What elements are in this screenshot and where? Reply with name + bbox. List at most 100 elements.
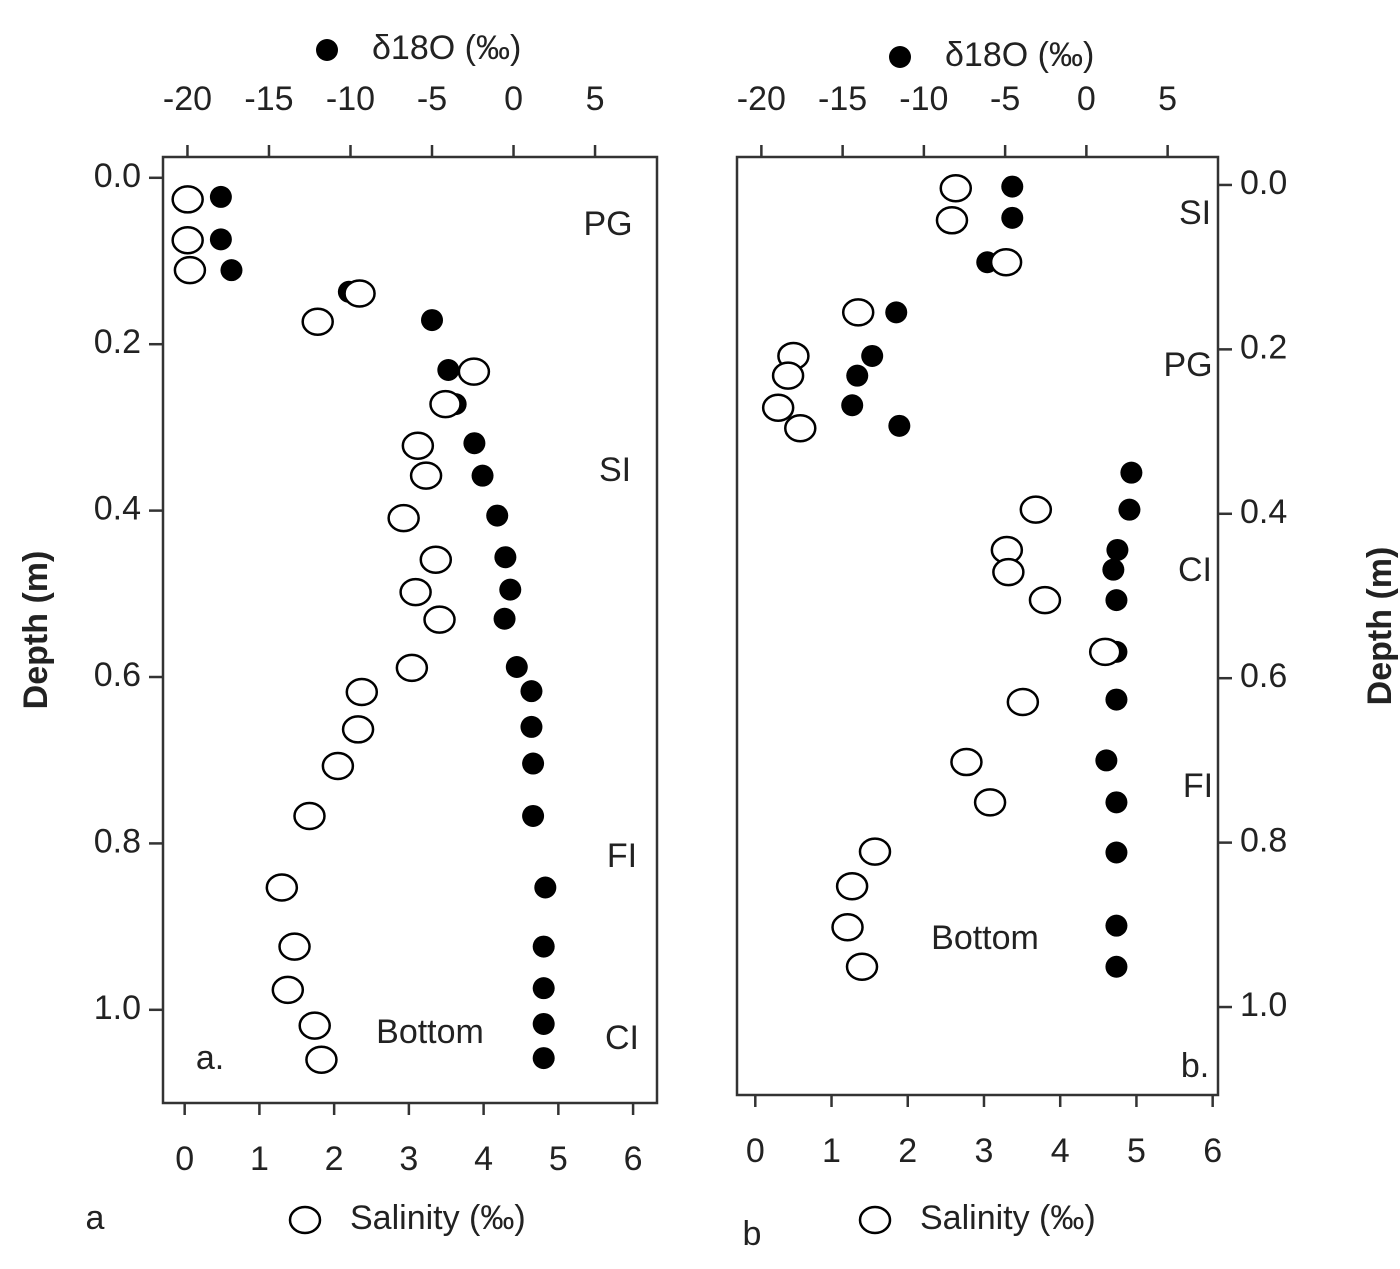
point: [265, 873, 299, 902]
annotation: FI: [1183, 767, 1213, 805]
y-tick-label: 0.4: [94, 490, 141, 528]
point: [989, 247, 1023, 277]
legend-marker: [288, 1205, 322, 1235]
x-tick-label: 2: [898, 1132, 917, 1170]
x-tick-label: 4: [474, 1140, 493, 1178]
point: [935, 206, 969, 235]
annotation: Bottom: [376, 1013, 484, 1051]
x2-tick-label: -10: [899, 80, 948, 118]
legend-marker: [889, 46, 911, 68]
point: [209, 185, 232, 208]
point: [1095, 749, 1118, 772]
point: [532, 977, 555, 1000]
x-tick-label: 2: [325, 1140, 344, 1178]
x2-tick-label: 5: [586, 80, 605, 118]
point: [841, 394, 864, 417]
point: [301, 307, 334, 336]
legend-label: Salinity (‰): [920, 1199, 1096, 1237]
point: [499, 578, 522, 601]
point: [437, 358, 460, 381]
point: [423, 605, 456, 634]
annotation: PG: [1163, 346, 1212, 384]
x2-tick-label: -20: [737, 80, 786, 118]
point: [1120, 461, 1143, 484]
x2-tick-label: -5: [417, 80, 447, 118]
x2-tick-label: 0: [1077, 80, 1096, 118]
panel-letter: a: [86, 1199, 105, 1237]
x2-tick-label: -15: [818, 80, 867, 118]
point: [505, 656, 528, 679]
point: [885, 301, 908, 324]
point: [532, 1047, 555, 1070]
annotation: SI: [1179, 194, 1211, 232]
point: [1088, 637, 1122, 667]
y-axis-label: Depth (m): [17, 551, 55, 710]
x2-tick-label: 0: [504, 80, 523, 118]
x-tick-label: 1: [822, 1132, 841, 1170]
point: [421, 309, 444, 332]
y-tick-label: 0.0: [94, 157, 141, 195]
point: [1105, 589, 1128, 612]
point: [493, 607, 516, 630]
x-tick-label: 6: [624, 1140, 643, 1178]
point: [1105, 914, 1128, 937]
annotation: PG: [583, 205, 632, 243]
point: [888, 414, 911, 437]
y-tick-label: 0.6: [94, 656, 141, 694]
point: [399, 577, 432, 607]
point: [1105, 841, 1128, 864]
point: [846, 364, 869, 387]
x-tick-label: 3: [975, 1132, 994, 1170]
point: [395, 653, 429, 683]
annotation: FI: [607, 837, 637, 875]
point: [845, 952, 879, 982]
point: [520, 680, 543, 703]
point: [173, 255, 207, 285]
point: [486, 504, 509, 527]
x2-tick-label: -10: [326, 80, 375, 118]
point: [950, 747, 983, 777]
point: [1001, 175, 1024, 198]
point: [429, 389, 462, 419]
point: [520, 715, 543, 738]
point: [784, 414, 817, 443]
annotation: CI: [1178, 551, 1212, 589]
point: [532, 1012, 555, 1035]
point: [831, 913, 864, 942]
annotation: a.: [196, 1039, 224, 1077]
point: [861, 344, 884, 367]
point: [1106, 538, 1129, 561]
x2-tick-label: -20: [163, 80, 212, 118]
point: [463, 432, 486, 455]
point: [1019, 495, 1053, 524]
y-tick-label: 1.0: [1240, 986, 1287, 1024]
point: [419, 545, 453, 574]
point: [1102, 558, 1125, 581]
y-tick-label: 0.2: [1240, 328, 1287, 366]
point: [1105, 688, 1128, 711]
point: [209, 228, 232, 251]
x-tick-label: 4: [1051, 1132, 1070, 1170]
legend-label: Salinity (‰): [350, 1199, 526, 1237]
x-tick-label: 5: [1127, 1132, 1146, 1170]
x-tick-label: 0: [175, 1140, 194, 1178]
point: [1001, 206, 1024, 229]
annotation: CI: [605, 1019, 639, 1057]
panel-letter: b: [743, 1215, 762, 1253]
point: [835, 871, 869, 901]
point: [171, 185, 204, 214]
point: [841, 298, 875, 327]
x-tick-label: 0: [746, 1132, 765, 1170]
x-tick-label: 3: [399, 1140, 418, 1178]
point: [345, 677, 379, 707]
point: [1118, 498, 1141, 521]
point: [271, 975, 305, 1005]
point: [1105, 955, 1128, 978]
point: [401, 431, 435, 460]
y-tick-label: 0.6: [1240, 657, 1287, 695]
point: [534, 876, 557, 899]
annotation: Bottom: [931, 919, 1039, 957]
point: [1028, 585, 1062, 615]
legend-label: δ18O (‰): [372, 29, 521, 67]
point: [298, 1011, 331, 1040]
